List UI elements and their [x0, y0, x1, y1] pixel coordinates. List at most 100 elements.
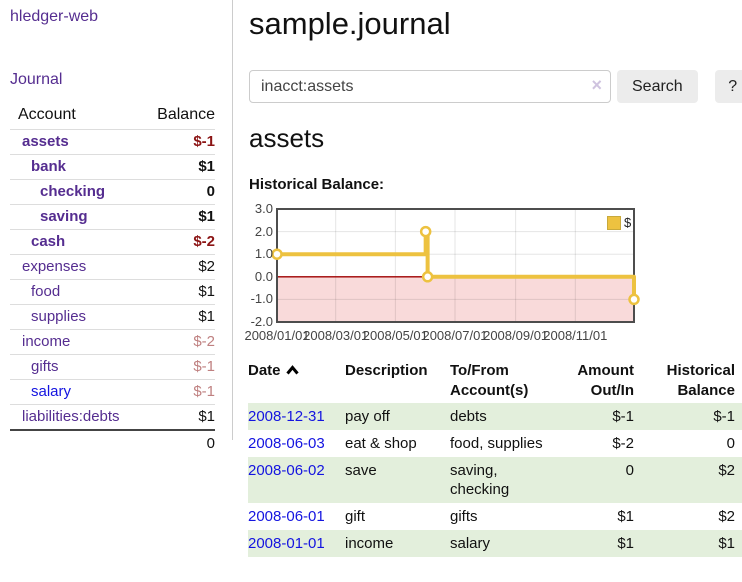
sort-ascending-icon	[285, 365, 299, 375]
account-balance: $1	[144, 304, 215, 330]
account-row: expenses $2	[10, 254, 215, 280]
transaction-balance: $-1	[713, 408, 735, 425]
y-axis-tick-label: 1.0	[254, 246, 273, 262]
search-button[interactable]: Search	[617, 70, 698, 103]
help-button[interactable]: ?	[714, 70, 742, 103]
account-balance: $-2	[144, 229, 215, 255]
sidebar-account-link[interactable]: saving	[40, 208, 88, 225]
account-row: assets $-1	[10, 129, 215, 155]
account-row: income $-2	[10, 329, 215, 355]
account-balance: $1	[144, 204, 215, 230]
x-axis-tick-label: 2008/07/01	[422, 328, 488, 343]
account-row: gifts $-1	[10, 354, 215, 380]
register-table: Date Description To/From Account(s) Amou…	[248, 359, 742, 557]
transaction-date-link[interactable]: 2008-12-31	[248, 408, 325, 425]
sidebar-item-journal[interactable]: Journal	[10, 71, 63, 88]
account-balance: 0	[144, 179, 215, 205]
search-input[interactable]	[249, 70, 611, 103]
sidebar-account-link[interactable]: checking	[40, 183, 106, 200]
y-axis-tick-label: 2.0	[254, 223, 273, 239]
transaction-balance: $2	[718, 508, 735, 525]
accounts-col-account: Account	[10, 103, 145, 130]
register-row: 2008-06-01 gift gifts $1 $2	[248, 503, 742, 530]
transaction-description: pay off	[345, 408, 390, 425]
sidebar-account-link[interactable]: income	[22, 333, 71, 350]
register-col-balance: Historical Balance	[666, 362, 735, 399]
account-balance: $-1	[144, 129, 215, 155]
account-balance: $-2	[144, 329, 215, 355]
accounts-table: Account Balance assets $-1 bank $1 checking 0…	[10, 103, 215, 457]
account-balance: $2	[144, 254, 215, 280]
sidebar-account-link[interactable]: expenses	[22, 258, 87, 275]
brand-link[interactable]: hledger-web	[10, 8, 99, 25]
accounts-total-row: 0	[10, 429, 215, 457]
sidebar-account-link[interactable]: liabilities:debts	[22, 408, 120, 425]
y-axis-tick-label: -1.0	[250, 291, 273, 307]
register-col-account: To/From Account(s)	[450, 362, 529, 399]
sidebar-account-link[interactable]: salary	[31, 383, 72, 400]
register-row: 2008-06-02 save saving, checking 0 $2	[248, 457, 742, 503]
register-row: 2008-01-01 income salary $1 $1	[248, 530, 742, 557]
chart-title: Historical Balance:	[249, 176, 385, 193]
transaction-amount: $-1	[612, 408, 634, 425]
x-axis-tick-label: 2008/11/01	[543, 328, 608, 343]
x-axis-tick-label: 2008/09/01	[483, 328, 549, 343]
account-row: supplies $1	[10, 304, 215, 330]
main-content: sample.journal × Search ? assets Histori…	[244, 0, 742, 582]
accounts-total-value: 0	[144, 429, 215, 457]
search-input-wrap: ×	[249, 70, 611, 103]
sidebar-account-link[interactable]: supplies	[31, 308, 87, 325]
register-row: 2008-12-31 pay off debts $-1 $-1	[248, 403, 742, 430]
account-row: saving $1	[10, 204, 215, 230]
sidebar-account-link[interactable]: food	[31, 283, 61, 300]
transaction-description: income	[345, 535, 394, 552]
sidebar-account-link[interactable]: assets	[22, 133, 69, 150]
account-heading: assets	[249, 123, 325, 153]
account-balance: $1	[144, 154, 215, 180]
transaction-date-link[interactable]: 2008-06-02	[248, 462, 325, 479]
account-balance: $-1	[144, 379, 215, 405]
account-row: checking 0	[10, 179, 215, 205]
register-col-date[interactable]: Date	[248, 359, 345, 403]
transaction-accounts: food, supplies	[450, 435, 543, 452]
account-row: bank $1	[10, 154, 215, 180]
y-axis-tick-label: -2.0	[250, 314, 273, 329]
transaction-description: save	[345, 462, 377, 479]
account-row: salary $-1	[10, 379, 215, 405]
y-axis-tick-label: 0.0	[254, 268, 273, 284]
register-header-row: Date Description To/From Account(s) Amou…	[248, 359, 742, 403]
transaction-date-link[interactable]: 2008-01-01	[248, 535, 325, 552]
transaction-accounts: debts	[450, 408, 487, 425]
transaction-accounts: saving, checking	[450, 462, 510, 498]
register-col-description: Description	[345, 362, 428, 379]
transaction-date-link[interactable]: 2008-06-01	[248, 508, 325, 525]
x-axis-tick-label: 2008/05/01	[362, 328, 428, 343]
account-row: cash $-2	[10, 229, 215, 255]
x-axis-tick-label: 2008/01/01	[244, 328, 310, 343]
transaction-amount: 0	[625, 462, 634, 479]
transaction-amount: $1	[617, 508, 634, 525]
sidebar-account-link[interactable]: cash	[31, 233, 66, 250]
transaction-accounts: salary	[450, 535, 491, 552]
search-form: × Search ?	[249, 70, 742, 103]
account-row: food $1	[10, 279, 215, 305]
transaction-date-link[interactable]: 2008-06-03	[248, 435, 325, 452]
clear-search-icon[interactable]: ×	[591, 75, 602, 95]
account-row: liabilities:debts $1	[10, 404, 215, 431]
historical-balance-chart: 3.0 2.0 1.0 0.0 -1.0 -2.0 2008/01/01 2008/03/01…	[244, 200, 742, 350]
transaction-amount: $1	[617, 535, 634, 552]
register-row: 2008-06-03 eat & shop food, supplies $-2 0	[248, 430, 742, 457]
transaction-balance: $1	[718, 535, 735, 552]
y-axis-tick-label: 3.0	[254, 201, 273, 216]
transaction-accounts: gifts	[450, 508, 478, 525]
legend-label: $	[624, 215, 632, 230]
chart-canvas	[271, 208, 640, 323]
sidebar-account-link[interactable]: bank	[31, 158, 67, 175]
chart-legend: $	[605, 214, 634, 231]
transaction-description: gift	[345, 508, 366, 525]
sidebar-account-link[interactable]: gifts	[31, 358, 59, 375]
accounts-col-balance: Balance	[144, 103, 215, 130]
legend-swatch-icon	[607, 215, 621, 230]
account-balance: $-1	[144, 354, 215, 380]
transaction-description: eat & shop	[345, 435, 417, 452]
